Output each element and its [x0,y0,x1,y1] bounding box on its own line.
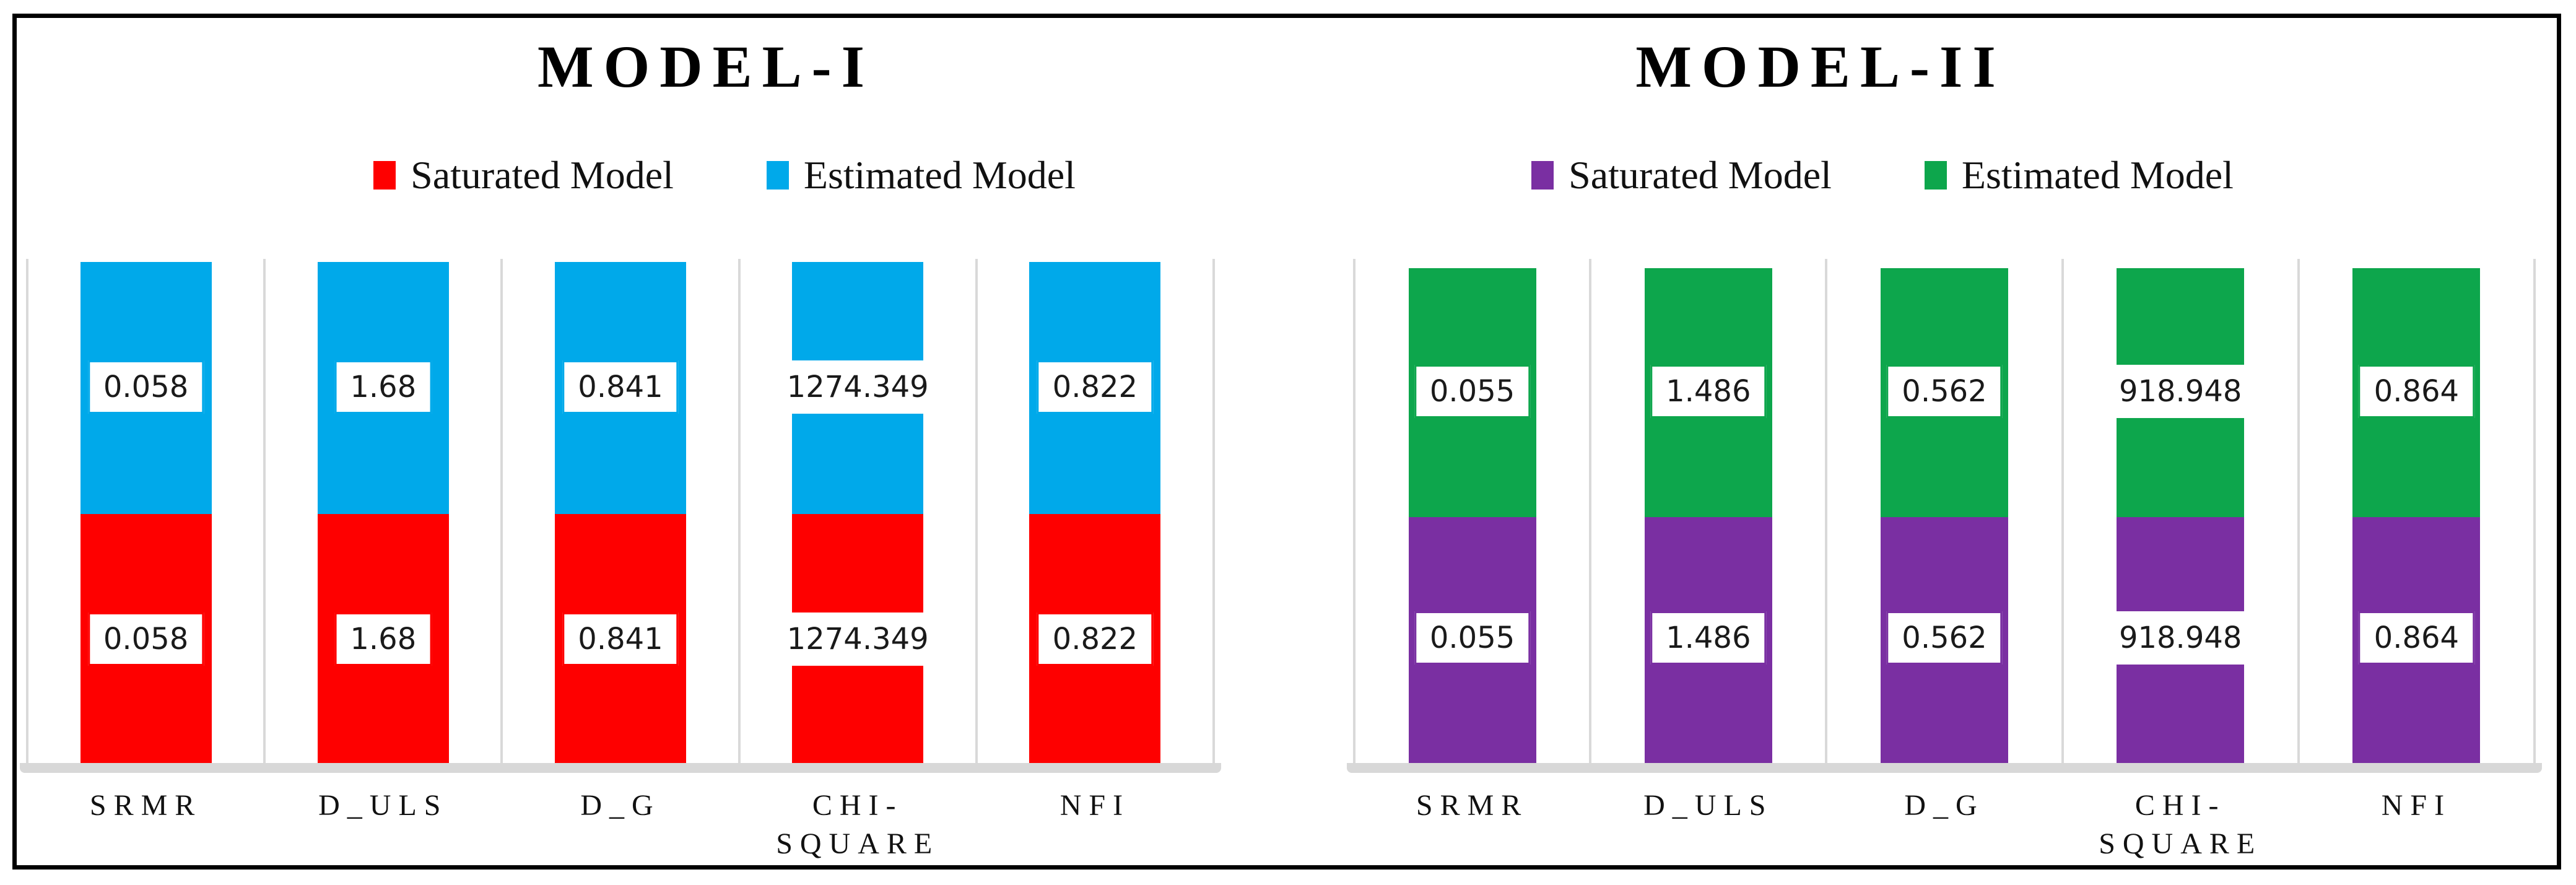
value-label: 0.841 [562,613,679,666]
category-separator-gridline [2533,259,2536,763]
value-label: 918.948 [2110,365,2251,418]
category-separator-gridline [1353,259,1355,763]
legend-model-2: Saturated Model Estimated Model [1325,147,2440,203]
legend-series-label: Estimated Model [1961,153,2234,197]
category-label: SRMR [89,789,202,822]
legend-color-swatch [1924,161,1947,190]
legend-series-label: Estimated Model [803,153,1076,197]
category-separator-gridline [263,259,266,763]
legend-model-1: Saturated Model Estimated Model [167,147,1282,203]
legend-item: Estimated Model [766,152,1076,198]
value-label: 1274.349 [778,360,938,414]
value-label: 0.864 [2358,365,2475,418]
category-label: CHI- SQUARE [776,789,940,861]
value-label: 1.486 [1650,611,1767,665]
category-axis: SRMR D_ULS D_G CHI- SQUARE NFI [27,787,1214,864]
value-label: 0.058 [87,613,204,666]
value-label: 0.864 [2358,611,2475,665]
value-label: 1274.349 [778,613,938,666]
plot-area-model-1: 0.058 0.058 1.68 1.68 0.841 0.841 1274.349 1274… [20,259,1221,860]
category-separator-gridline [1589,259,1591,763]
value-label: 1.486 [1650,365,1767,418]
value-label: 918.948 [2110,611,2251,665]
value-label: 0.055 [1414,611,1531,665]
chart-title-model-1: MODEL-I [537,33,874,100]
legend-item: Saturated Model [373,152,674,198]
category-separator-gridline [2061,259,2064,763]
value-label: 0.822 [1037,360,1154,414]
category-separator-gridline [1825,259,1827,763]
legend-item: Estimated Model [1924,152,2234,198]
x-axis-band [1347,763,2542,773]
category-label: D_G [1904,789,1985,822]
category-label: SRMR [1416,789,1529,822]
category-separator-gridline [1212,259,1215,763]
plot-area-model-2: 0.055 0.055 1.486 1.486 0.562 0.562 918.948 918… [1347,259,2542,860]
category-separator-gridline [2297,259,2300,763]
category-axis: SRMR D_ULS D_G CHI- SQUARE NFI [1354,787,2535,864]
category-separator-gridline [738,259,741,763]
value-label: 1.68 [334,613,432,666]
category-label: NFI [1060,789,1131,822]
legend-series-label: Saturated Model [411,153,674,197]
chart-title-model-2: MODEL-II [1635,33,2006,100]
category-label: D_G [580,789,661,822]
category-label: D_ULS [318,789,448,822]
legend-color-swatch [1531,161,1554,190]
value-label: 0.058 [87,360,204,414]
value-label: 1.68 [334,360,432,414]
legend-item: Saturated Model [1531,152,1832,198]
x-axis-band [20,763,1221,773]
category-separator-gridline [26,259,28,763]
category-label: NFI [2381,789,2452,822]
value-label: 0.822 [1037,613,1154,666]
legend-series-label: Saturated Model [1569,153,1832,197]
value-label: 0.562 [1886,611,2003,665]
category-label: CHI- SQUARE [2099,789,2263,861]
value-label: 0.055 [1414,365,1531,418]
legend-color-swatch [766,161,789,190]
category-separator-gridline [975,259,978,763]
value-label: 0.841 [562,360,679,414]
category-separator-gridline [500,259,503,763]
legend-color-swatch [373,161,396,190]
category-label: D_ULS [1643,789,1773,822]
value-label: 0.562 [1886,365,2003,418]
